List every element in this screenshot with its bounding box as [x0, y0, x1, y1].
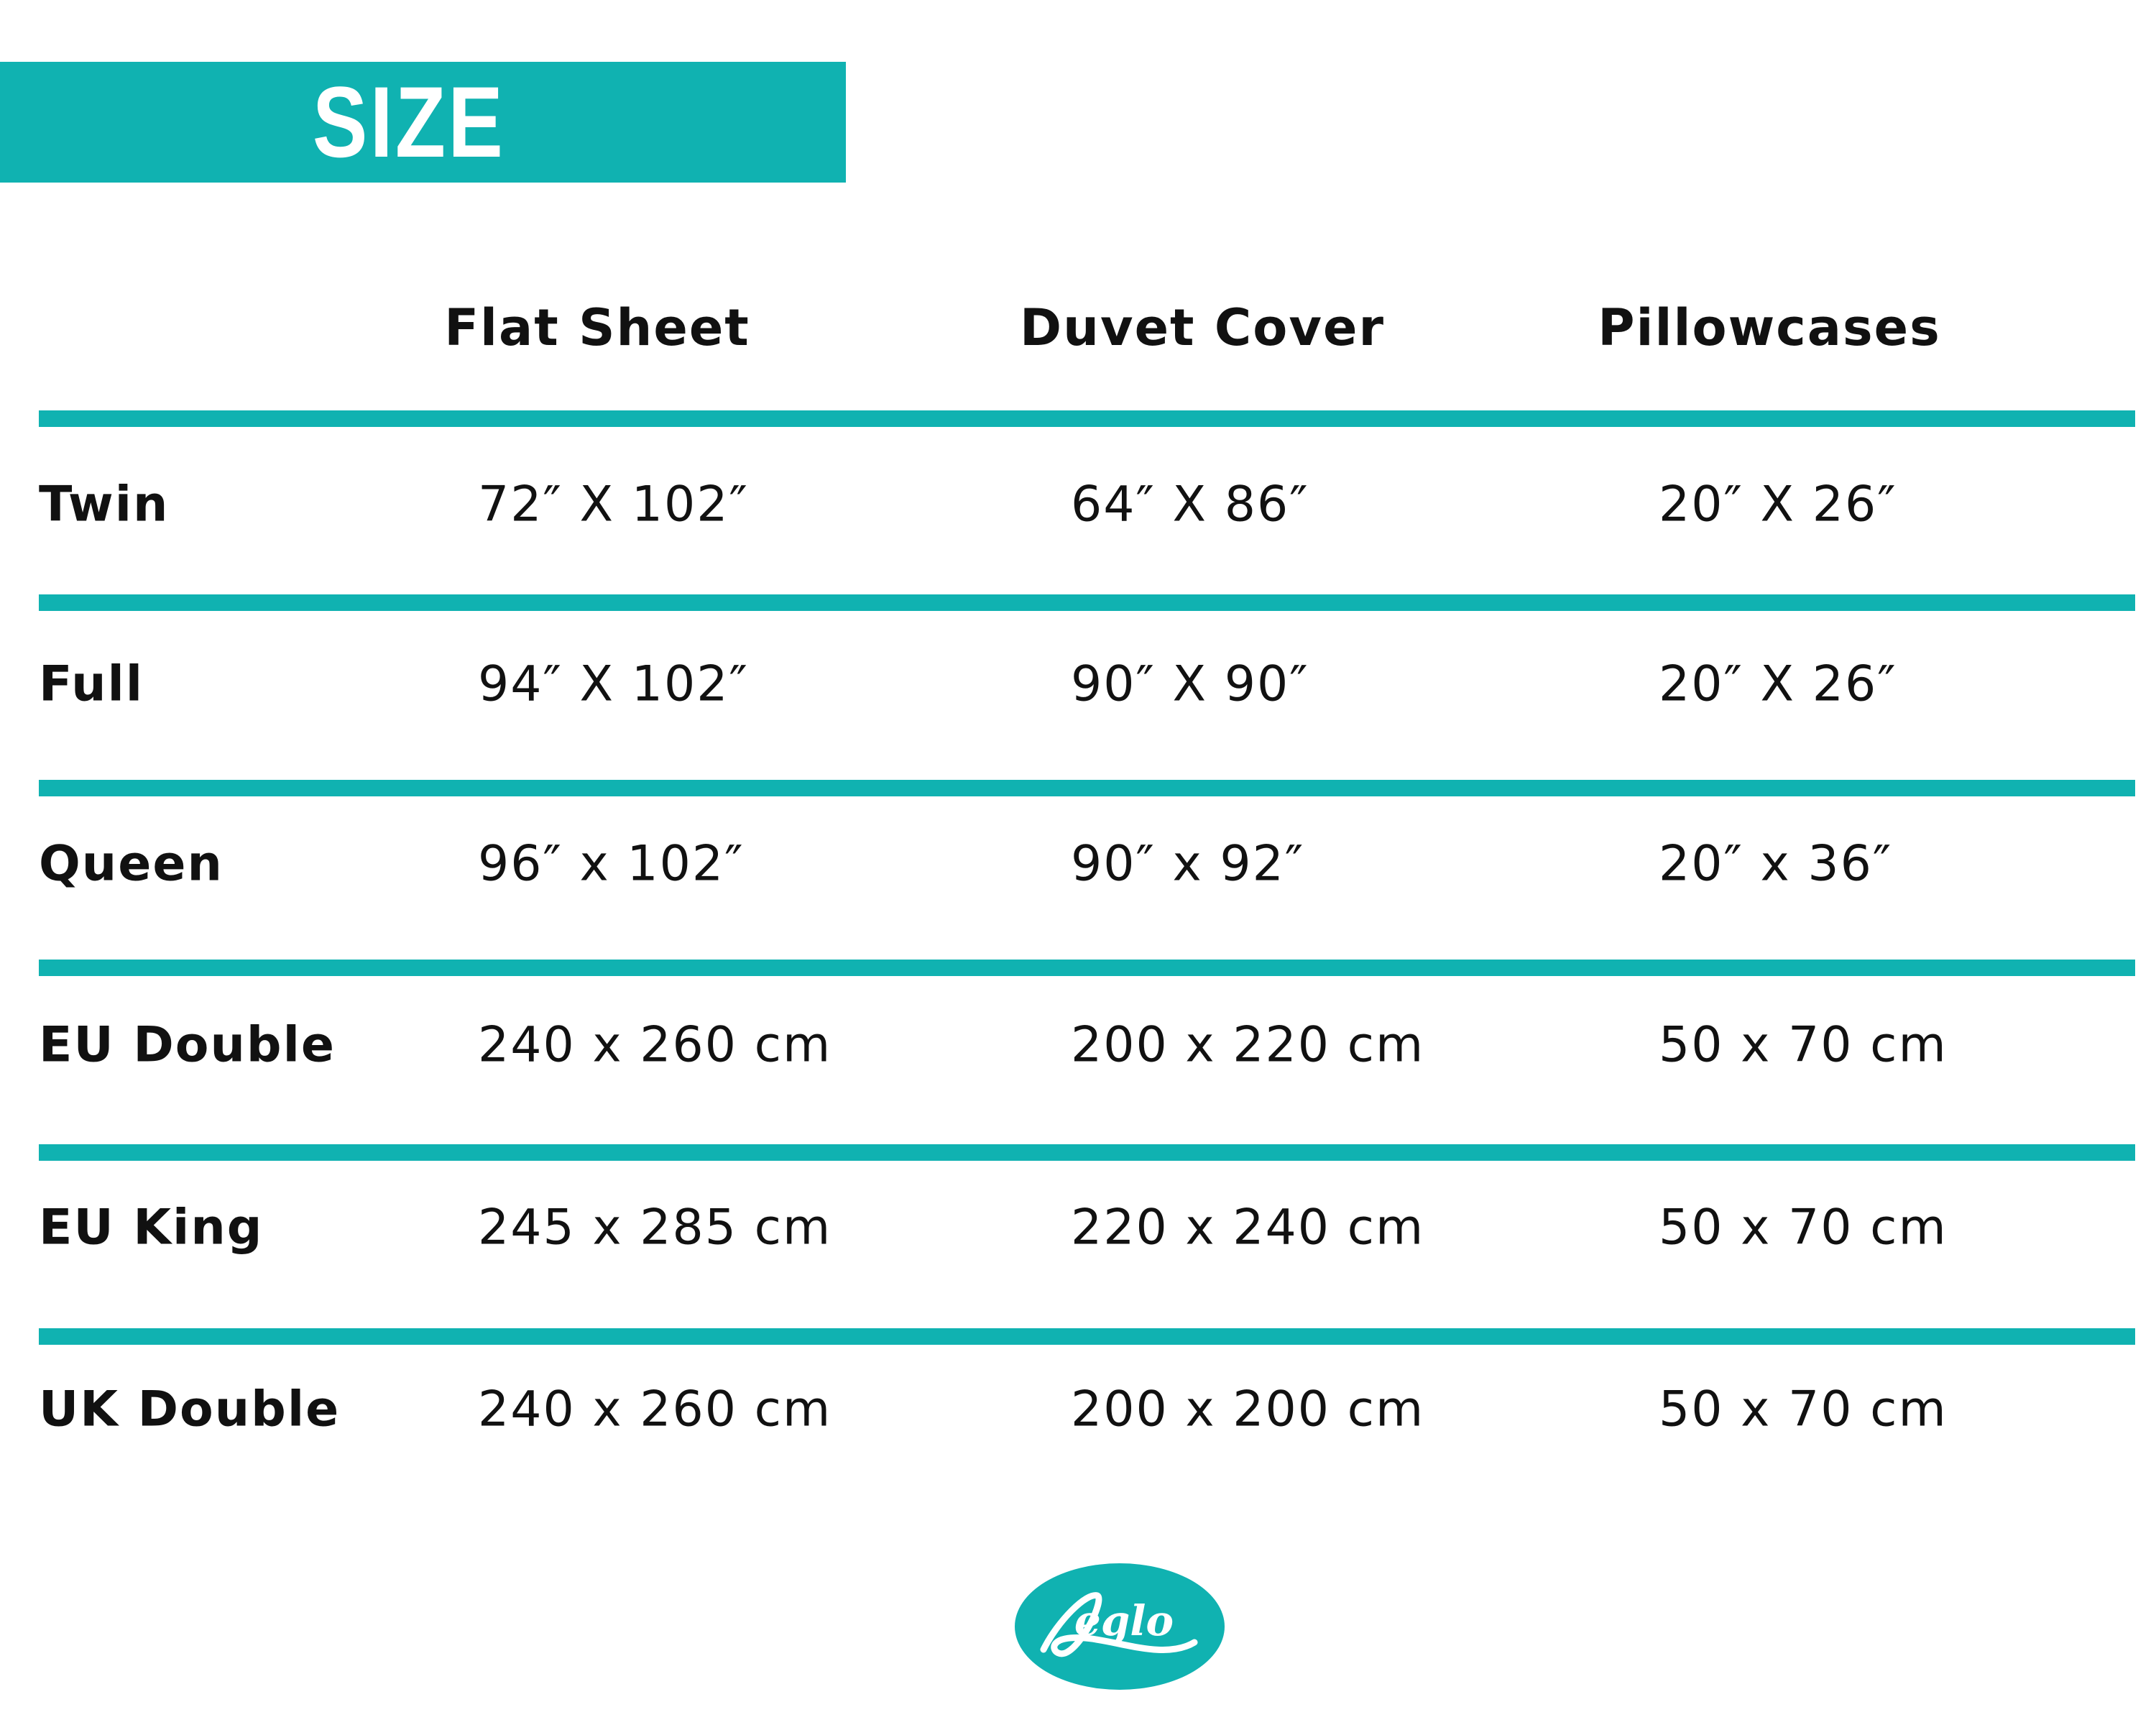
size-value: 20″ X 26″	[1659, 476, 1897, 533]
row-divider	[39, 410, 2135, 427]
size-value: 20″ X 26″	[1659, 656, 1897, 713]
size-value: 240 x 260 cm	[478, 1381, 832, 1438]
row-divider	[39, 594, 2135, 611]
column-header-pillowcases: Pillowcases	[1598, 298, 1941, 357]
size-value: 245 x 285 cm	[478, 1199, 832, 1256]
size-value: 200 x 200 cm	[1071, 1381, 1425, 1438]
size-value: 50 x 70 cm	[1659, 1381, 1948, 1438]
leglo-logo: eglo	[1015, 1563, 1225, 1690]
row-divider	[39, 1328, 2135, 1345]
row-label: EU King	[39, 1199, 264, 1256]
row-label: EU Double	[39, 1016, 336, 1074]
svg-text:eglo: eglo	[1074, 1596, 1174, 1645]
title-banner: SIZE	[0, 62, 846, 183]
size-value: 94″ X 102″	[478, 656, 749, 713]
size-value: 64″ X 86″	[1071, 476, 1309, 533]
size-value: 200 x 220 cm	[1071, 1016, 1425, 1074]
row-divider	[39, 960, 2135, 976]
size-value: 50 x 70 cm	[1659, 1016, 1948, 1074]
size-value: 20″ x 36″	[1659, 835, 1893, 893]
size-value: 90″ x 92″	[1071, 835, 1305, 893]
row-divider	[39, 1144, 2135, 1161]
row-label: Full	[39, 656, 144, 713]
row-label: Twin	[39, 476, 170, 533]
size-value: 50 x 70 cm	[1659, 1199, 1948, 1256]
size-value: 220 x 240 cm	[1071, 1199, 1425, 1256]
row-divider	[39, 780, 2135, 796]
page-title: SIZE	[312, 65, 506, 178]
size-value: 96″ x 102″	[478, 835, 745, 893]
size-value: 90″ X 90″	[1071, 656, 1309, 713]
row-label: Queen	[39, 835, 224, 893]
size-value: 240 x 260 cm	[478, 1016, 832, 1074]
size-value: 72″ X 102″	[478, 476, 749, 533]
column-header-duvet-cover: Duvet Cover	[1020, 298, 1385, 357]
column-header-flat-sheet: Flat Sheet	[444, 298, 750, 357]
row-label: UK Double	[39, 1381, 341, 1438]
